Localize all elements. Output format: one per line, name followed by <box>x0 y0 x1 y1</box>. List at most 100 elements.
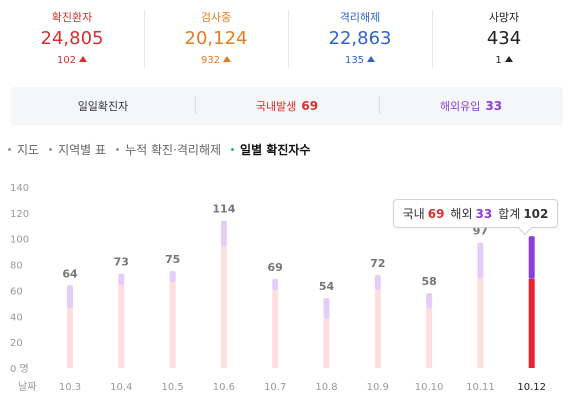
tab-cumulative[interactable]: 누적 확진·격리해제 <box>116 141 221 158</box>
stat-testing-label: 검사중 <box>200 11 232 24</box>
stats-panel: 확진환자 24,805 102 검사중 20,124 932 격리해제 22,8… <box>0 0 576 78</box>
tooltip-domestic-label: 국내 <box>402 207 425 221</box>
bar-value-label: 58 <box>421 275 436 288</box>
stat-deaths-delta-value: 1 <box>495 55 502 66</box>
bar-overseas <box>323 298 330 319</box>
stat-released-value: 22,863 <box>328 28 392 49</box>
bar-overseas <box>169 271 176 283</box>
daily-summary-label: 일일확진자 <box>11 98 195 114</box>
bar-domestic <box>426 308 433 368</box>
tab-region-table-label: 지역별 표 <box>58 142 107 157</box>
bar-value-label: 75 <box>165 253 180 266</box>
arrow-up-icon <box>223 56 232 62</box>
tooltip-overseas-value: 33 <box>475 207 493 221</box>
arrow-up-icon <box>504 56 513 62</box>
bar-value-label: 73 <box>114 256 129 269</box>
bullet-icon <box>8 147 11 151</box>
x-tick-label: 10.6 <box>213 382 235 393</box>
bar-domestic <box>528 278 535 368</box>
tooltip-overseas-label: 해외 <box>450 207 473 221</box>
bar-overseas <box>477 242 484 279</box>
y-tick-label: 80 <box>10 261 23 272</box>
tab-region-table[interactable]: 지역별 표 <box>49 141 106 158</box>
tab-daily-confirmed[interactable]: 일별 확진자수 <box>231 141 310 158</box>
stat-testing-delta: 932 <box>144 55 288 66</box>
y-tick-label: 40 <box>10 312 23 323</box>
bar-domestic <box>323 318 330 368</box>
x-tick-label: 10.12 <box>517 382 546 393</box>
domestic-label: 국내발생 <box>255 100 297 113</box>
tooltip-total-label: 합계 <box>498 207 521 221</box>
tab-map[interactable]: 지도 <box>8 141 39 158</box>
bar-overseas <box>118 273 125 286</box>
overseas-value: 33 <box>485 99 503 113</box>
x-tick-label: 10.11 <box>466 382 495 393</box>
y-tick-label: 100 <box>10 235 29 246</box>
daily-confirmed-chart: 0 명 20 40 60 80 100 120 140 날짜 64 10.3 73 10.4 75 10.5… <box>10 183 546 393</box>
x-tick-label: 10.7 <box>264 382 286 393</box>
bar-domestic <box>477 278 484 368</box>
bar-domestic <box>67 308 73 368</box>
bar-overseas <box>67 285 73 309</box>
y-tick-label: 60 <box>10 286 23 297</box>
tooltip-domestic: 국내 69 <box>403 205 445 222</box>
stat-testing-delta-value: 932 <box>200 55 221 66</box>
tooltip-overseas: 해외 33 <box>450 205 492 222</box>
stat-confirmed-label: 확진환자 <box>51 11 93 24</box>
x-axis-prefix: 날짜 <box>18 381 36 393</box>
x-tick-label: 10.8 <box>315 382 337 393</box>
x-tick-label: 10.10 <box>415 382 444 393</box>
tooltip-total: 합계 102 <box>498 205 548 222</box>
daily-label: 일일확진자 <box>77 100 129 113</box>
y-tick-label: 120 <box>10 209 29 220</box>
tooltip-domestic-value: 69 <box>427 207 445 221</box>
stat-released-label: 격리해제 <box>339 11 381 24</box>
domestic-summary: 국내발생 69 <box>195 96 379 114</box>
chart-tooltip: 국내 69 해외 33 합계 102 <box>393 199 558 228</box>
stat-confirmed: 확진환자 24,805 102 <box>0 0 144 78</box>
x-tick-label: 10.5 <box>161 382 183 393</box>
stat-released: 격리해제 22,863 135 <box>288 0 432 78</box>
bar-domestic <box>220 246 227 368</box>
stat-deaths-delta: 1 <box>432 55 576 66</box>
bullet-icon <box>49 147 53 151</box>
bar-value-label: 54 <box>319 280 335 293</box>
daily-summary-bar: 일일확진자 국내발생 69 해외유입 33 <box>11 87 563 125</box>
x-tick-label: 10.9 <box>367 382 389 393</box>
bar-overseas <box>272 278 279 291</box>
bar-value-label: 72 <box>370 257 385 270</box>
bar-overseas <box>528 236 535 279</box>
bullet-icon <box>231 147 235 151</box>
stat-released-delta: 135 <box>288 55 432 66</box>
bar-value-label: 64 <box>62 267 78 280</box>
bar-domestic <box>272 290 279 368</box>
stat-testing: 검사중 20,124 932 <box>144 0 288 78</box>
bar-value-label: 69 <box>268 261 283 274</box>
bar-overseas <box>374 274 381 291</box>
y-tick-label: 20 <box>10 338 23 349</box>
bar-domestic <box>169 282 176 368</box>
arrow-up-icon <box>367 56 376 62</box>
overseas-summary: 해외유입 33 <box>379 96 563 114</box>
x-tick-label: 10.3 <box>59 382 81 393</box>
y-tick-label: 0 명 <box>10 363 29 375</box>
bar-overseas <box>426 293 433 309</box>
bullet-icon <box>116 147 120 151</box>
arrow-up-icon <box>79 56 88 62</box>
view-tabs: 지도 지역별 표 누적 확진·격리해제 일별 확진자수 <box>8 140 320 158</box>
stat-released-delta-value: 135 <box>344 55 365 66</box>
tooltip-total-value: 102 <box>523 207 549 221</box>
stat-deaths: 사망자 434 1 <box>432 0 576 78</box>
stat-confirmed-value: 24,805 <box>40 28 104 49</box>
stat-deaths-label: 사망자 <box>488 11 520 24</box>
stat-deaths-value: 434 <box>486 28 522 49</box>
tab-map-label: 지도 <box>17 142 40 157</box>
domestic-value: 69 <box>301 99 319 113</box>
tab-cumulative-label: 누적 확진·격리해제 <box>125 142 222 157</box>
stat-confirmed-delta-value: 102 <box>56 55 77 66</box>
stat-confirmed-delta: 102 <box>0 55 144 66</box>
bar-domestic <box>118 285 125 368</box>
bar-value-label: 114 <box>212 203 235 216</box>
y-tick-label: 140 <box>10 183 29 194</box>
tab-daily-confirmed-label: 일별 확진자수 <box>240 142 311 157</box>
